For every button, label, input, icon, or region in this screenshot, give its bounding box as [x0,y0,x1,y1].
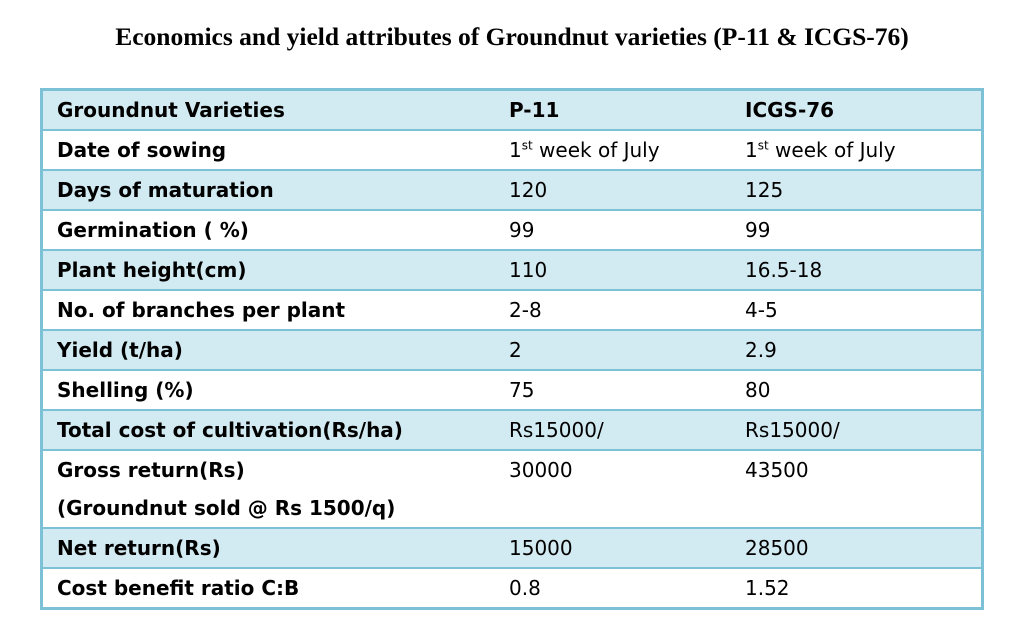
row-label: Gross return(Rs) (Groundnut sold @ Rs 150… [41,449,497,529]
table-row: Total cost of cultivation(Rs/ha) Rs15000… [41,409,983,451]
icgs-cell: 4-5 [745,289,983,331]
p11-cell: 2-8 [497,289,745,331]
p11-cell: 1st week of July [497,129,745,171]
p11-cell: 120 [497,169,745,211]
icgs-cell: 1st week of July [745,129,983,171]
cell-text: 1 [745,138,758,162]
icgs-cell: 1.52 [745,567,983,610]
row-label: Date of sowing [41,129,497,171]
icgs-cell: 43500 [745,449,983,529]
icgs-cell: 125 [745,169,983,211]
icgs-cell: 28500 [745,527,983,569]
icgs-cell: 16.5-18 [745,249,983,291]
icgs-cell: 2.9 [745,329,983,371]
p11-cell: 110 [497,249,745,291]
icgs-cell: 99 [745,209,983,251]
icgs-cell: 80 [745,369,983,411]
table-row: Shelling (%) 75 80 [41,369,983,411]
p11-cell: 15000 [497,527,745,569]
row-label: Plant height(cm) [41,249,497,291]
row-label: Net return(Rs) [41,527,497,569]
p11-cell: 30000 [497,449,745,529]
header-cell: P-11 [497,88,745,131]
row-label-line2: (Groundnut sold @ Rs 1500/q) [57,496,396,520]
p11-cell: 99 [497,209,745,251]
row-label: Yield (t/ha) [41,329,497,371]
table-row: Gross return(Rs) (Groundnut sold @ Rs 150… [41,449,983,529]
row-label: Total cost of cultivation(Rs/ha) [41,409,497,451]
cell-text: week of July [532,138,660,162]
p11-cell: 75 [497,369,745,411]
cell-sup: st [521,138,533,153]
table-header-row: Groundnut Varieties P-11 ICGS-76 [41,88,983,131]
header-cell: ICGS-76 [745,88,983,131]
table-row: Yield (t/ha) 2 2.9 [41,329,983,371]
cell-text: week of July [768,138,896,162]
table-row: Net return(Rs) 15000 28500 [41,527,983,569]
groundnut-table: Groundnut Varieties P-11 ICGS-76 Date of… [40,88,984,610]
page-title: Economics and yield attributes of Ground… [115,22,909,51]
table-row: Germination ( %) 99 99 [41,209,983,251]
table-row: Plant height(cm) 110 16.5-18 [41,249,983,291]
table-row: Cost benefit ratio C:B 0.8 1.52 [41,567,983,610]
p11-cell: 2 [497,329,745,371]
row-label: Days of maturation [41,169,497,211]
table-row: No. of branches per plant 2-8 4-5 [41,289,983,331]
table-row: Date of sowing 1st week of July 1st week… [41,129,983,171]
row-label-line1: Gross return(Rs) [57,458,245,482]
p11-cell: 0.8 [497,567,745,610]
cell-text: 1 [509,138,522,162]
table-row: Days of maturation 120 125 [41,169,983,211]
row-label: No. of branches per plant [41,289,497,331]
row-label: Shelling (%) [41,369,497,411]
row-label: Cost benefit ratio C:B [41,567,497,610]
icgs-cell: Rs15000/ [745,409,983,451]
row-label: Germination ( %) [41,209,497,251]
p11-cell: Rs15000/ [497,409,745,451]
cell-sup: st [757,138,769,153]
header-cell: Groundnut Varieties [41,88,497,131]
